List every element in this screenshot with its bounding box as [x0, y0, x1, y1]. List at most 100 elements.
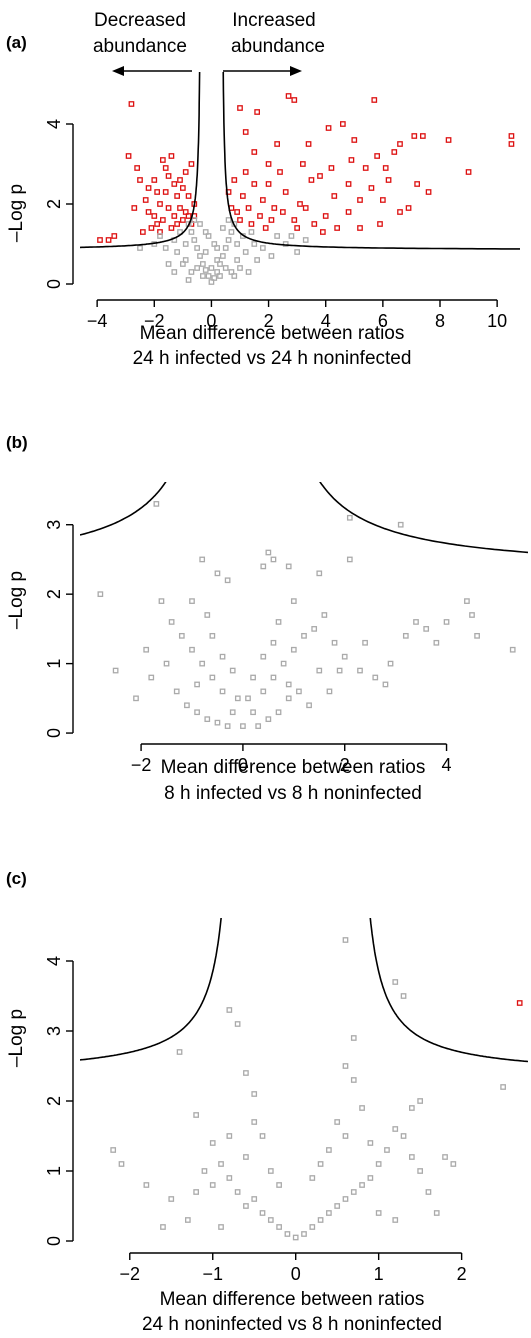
panel-b-point: [148, 674, 155, 681]
panel-b-point: [168, 619, 175, 625]
panel-a-significant-point: [348, 157, 355, 163]
panel-b-point: [199, 660, 206, 667]
panel-a-significant-point: [294, 225, 300, 231]
panel-b-y-tick-label: 1: [44, 659, 64, 669]
panel-c-point: [450, 1161, 457, 1167]
panel-c-y-tick-label: 2: [44, 1096, 64, 1106]
panel-b-point: [265, 549, 272, 556]
panel-c-y-tick-label: 3: [44, 1026, 64, 1036]
panel-c-plot: −2 −1 0 1 2 0 1 2 3 4: [44, 918, 528, 1284]
panel-a-significant-point: [291, 97, 298, 103]
panel-a-significant-point: [322, 213, 329, 219]
panel-a-y-tick-label: 4: [44, 119, 64, 129]
panel-b-xlabel-line2: 8 h infected vs 8 h noninfected: [164, 783, 422, 804]
panel-a-significant-point: [180, 217, 186, 223]
panel-c-point: [226, 1175, 233, 1181]
panel-a-point: [188, 269, 195, 275]
panel-b-point: [290, 598, 297, 604]
panel-c-threshold-curve-right: [369, 918, 528, 1063]
panel-c-threshold-curve-left: [80, 918, 222, 1061]
panel-a-significant-point: [185, 213, 192, 219]
panel-b-point: [214, 719, 221, 726]
panel-b-point: [229, 709, 236, 716]
panel-c-point: [301, 1231, 307, 1237]
panel-c-point: [243, 1203, 249, 1209]
panel-a-x-tick-label: 6: [378, 311, 388, 331]
panel-a-significant-point: [245, 205, 252, 211]
panel-a-significant-point: [508, 133, 515, 139]
panel-a-significant-point: [334, 225, 340, 231]
panel-a-significant-point: [345, 181, 352, 187]
panel-c-point: [342, 1133, 349, 1139]
panel-a-point: [234, 257, 240, 263]
panel-b-point: [402, 632, 409, 639]
panel-c-point: [392, 979, 399, 985]
panel-b-point: [209, 674, 216, 681]
panel-a-point: [194, 265, 200, 271]
panel-b-point: [178, 632, 185, 639]
panel-a-point: [225, 237, 232, 243]
panel-b-point: [194, 681, 200, 688]
panel-b-x-tick-label: 4: [442, 755, 452, 775]
panel-a-significant-point: [157, 201, 163, 207]
panel-a-significant-point: [188, 161, 195, 167]
panel-b-point: [311, 626, 318, 632]
panel-b-point: [387, 660, 394, 667]
panel-a-significant-point: [142, 197, 149, 203]
panel-c-point: [342, 1063, 349, 1069]
panel-a-significant-point: [174, 193, 180, 199]
panel-a-significant-point: [371, 97, 378, 103]
panel-c-point: [110, 1147, 117, 1153]
panel-c-point: [267, 1168, 274, 1174]
panel-a-x-tick-label: 4: [321, 311, 331, 331]
panel-a-significant-point: [465, 169, 472, 175]
panel-a-point: [202, 249, 209, 255]
panel-c-point: [367, 1140, 374, 1146]
panel-b-point: [250, 709, 256, 716]
panel-a-significant-point: [160, 217, 166, 223]
panel-a-significant-point: [325, 125, 332, 131]
panel-a-significant-point: [302, 205, 309, 211]
panel-a-x-tick-label: 2: [264, 311, 274, 331]
panel-a-point: [165, 261, 172, 267]
panel-a-point: [294, 249, 300, 255]
panel-a-significant-point: [268, 217, 275, 223]
panel-c-point: [442, 1154, 448, 1160]
panel-c-point: [384, 1147, 390, 1153]
panel-a-significant-point: [145, 185, 152, 191]
panel-a-point: [217, 261, 223, 267]
panel-b-point: [443, 619, 450, 625]
panel-a-significant-point: [300, 161, 306, 167]
panel-c-ylabel: –Log p: [6, 1009, 27, 1067]
panel-a-significant-point: [420, 133, 426, 139]
panel-b-point: [270, 639, 277, 646]
panel-b-point: [321, 612, 328, 618]
panel-c-point: [201, 1168, 208, 1174]
panel-a-point: [248, 229, 255, 235]
panel-a-significant-point: [105, 237, 112, 243]
panel-a-significant-point: [397, 209, 403, 215]
panel-a-significant-point: [231, 177, 238, 183]
panel-a-significant-point: [308, 177, 315, 183]
panel-a-significant-point: [265, 181, 272, 187]
panel-a-x-tick-label: 8: [435, 311, 445, 331]
panel-c-point: [342, 1196, 349, 1202]
panel-a-point: [234, 241, 240, 247]
panel-b-point: [285, 681, 292, 688]
panel-a-significant-point: [168, 153, 175, 159]
panel-c-point: [276, 1224, 282, 1230]
panel-a-significant-point: [357, 225, 363, 231]
panel-b-point: [184, 702, 190, 709]
panel-a-significant-point: [125, 153, 132, 159]
panel-c-point: [400, 1133, 407, 1139]
panel-b-point: [326, 688, 333, 695]
panel-b-point: [112, 667, 119, 674]
panel-c-x-tick-label: 0: [291, 1264, 301, 1284]
panel-a-significant-point: [265, 161, 272, 167]
panel-c-point: [425, 1189, 432, 1195]
panel-b-point: [229, 667, 236, 674]
panel-c-point: [193, 1112, 199, 1118]
panel-b-points: [97, 501, 516, 729]
panel-b-point: [224, 723, 231, 729]
panel-b-point: [163, 660, 170, 667]
